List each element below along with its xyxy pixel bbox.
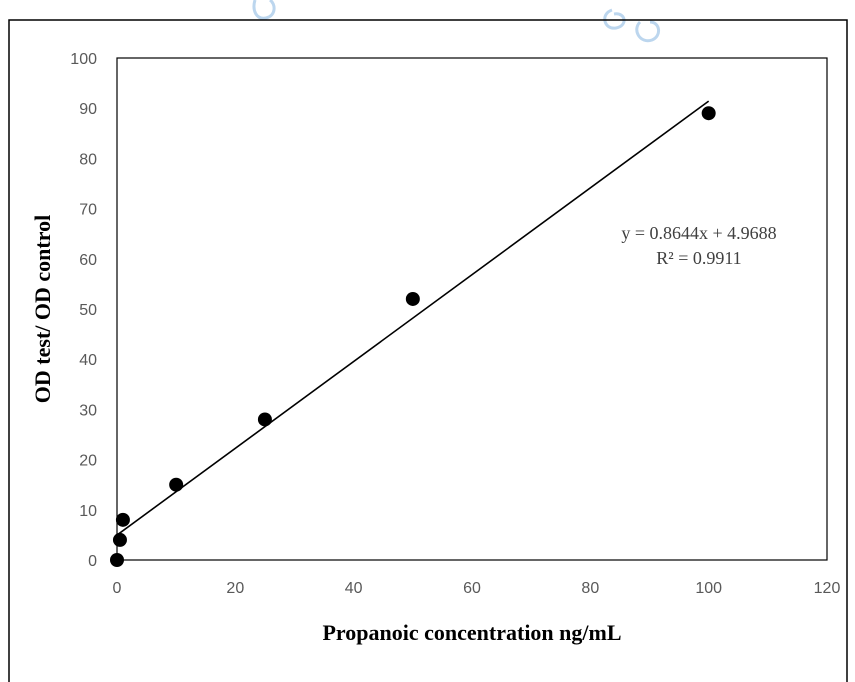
- trendline-equation: y = 0.8644x + 4.9688: [621, 223, 776, 243]
- x-tick-label: 80: [581, 580, 599, 597]
- x-tick-label: 20: [226, 580, 244, 597]
- y-tick-label: 40: [79, 352, 97, 369]
- y-tick-label: 30: [79, 402, 97, 419]
- chart-frame: [8, 19, 848, 682]
- data-point: [110, 553, 124, 567]
- data-point: [701, 106, 716, 121]
- data-point: [115, 512, 130, 527]
- y-axis-ticks: 0 10 20 30 40 50 60 70 80 90 100: [70, 51, 97, 570]
- x-tick-label: 60: [463, 580, 481, 597]
- data-points: [110, 106, 716, 567]
- watermark-letter-left: [252, 0, 276, 20]
- y-tick-label: 60: [79, 252, 97, 269]
- watermark-letter-right-2: [635, 20, 660, 43]
- y-tick-label: 20: [79, 453, 97, 470]
- trendline-group: [116, 100, 710, 536]
- trendline-r2: R² = 0.9911: [656, 248, 741, 268]
- x-tick-label: 0: [113, 580, 122, 597]
- trendline: [116, 100, 710, 536]
- y-tick-label: 0: [88, 553, 97, 570]
- x-tick-label: 120: [814, 580, 841, 597]
- data-point: [405, 291, 420, 306]
- y-tick-label: 90: [79, 101, 97, 118]
- plot-area-border: [116, 57, 828, 561]
- y-tick-label: 10: [79, 503, 97, 520]
- watermark: [252, 0, 660, 43]
- y-tick-label: 50: [79, 302, 97, 319]
- y-tick-label: 80: [79, 151, 97, 168]
- data-point: [169, 477, 184, 492]
- y-tick-label: 70: [79, 202, 97, 219]
- y-axis-title: OD test/ OD control: [30, 215, 55, 403]
- x-tick-label: 40: [345, 580, 363, 597]
- data-point: [257, 412, 272, 427]
- x-axis-title: Propanoic concentration ng/mL: [322, 620, 621, 645]
- x-axis-ticks: 0 20 40 60 80 100 120: [113, 580, 841, 597]
- x-tick-label: 100: [695, 580, 722, 597]
- y-tick-label: 100: [70, 51, 97, 68]
- watermark-letter-right: [603, 8, 626, 30]
- data-point: [112, 532, 127, 547]
